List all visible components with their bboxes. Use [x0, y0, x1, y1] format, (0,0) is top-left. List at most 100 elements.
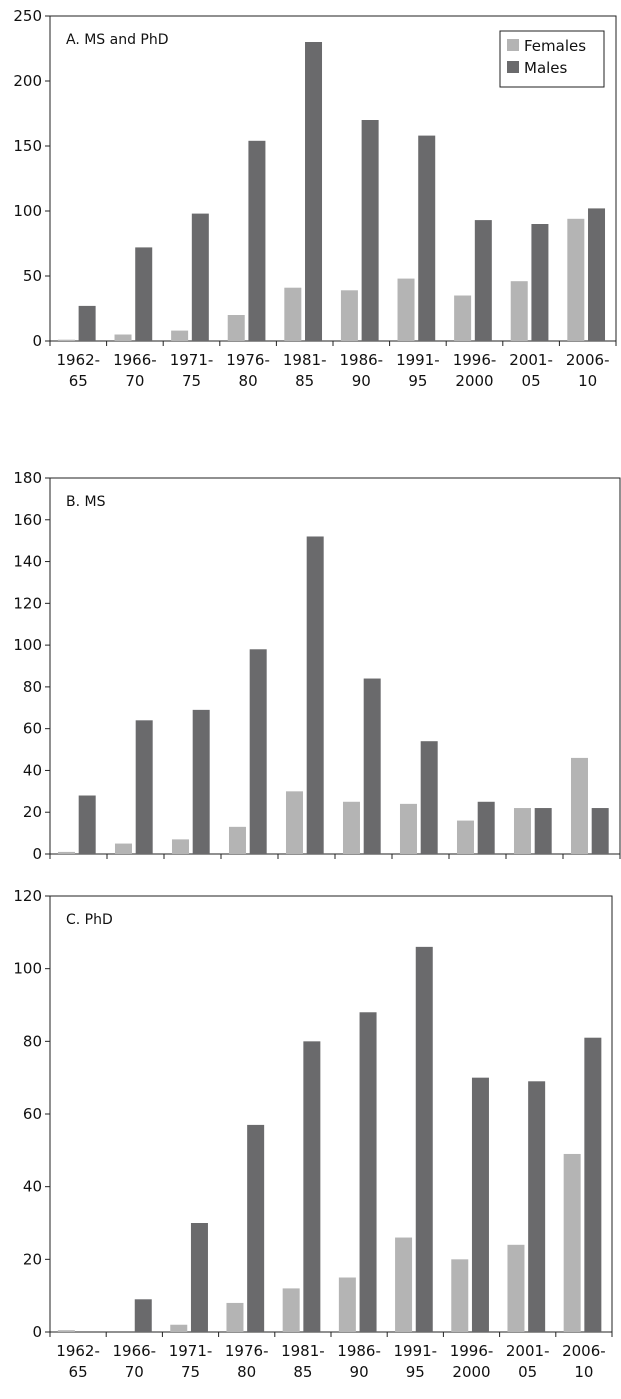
bar-females-10: [563, 1153, 581, 1332]
bar-males-5: [305, 42, 323, 341]
bar-females-4: [228, 826, 246, 854]
y-tick-label: 0: [32, 1323, 42, 1341]
x-category-label: 10: [578, 372, 597, 390]
legend-label-females: Females: [524, 37, 586, 55]
bar-females-1: [57, 339, 75, 341]
bar-males-2: [135, 720, 153, 854]
bar-females-6: [338, 1277, 356, 1332]
x-category-label: 1976-: [225, 1342, 269, 1360]
bar-females-6: [342, 801, 360, 854]
bar-females-5: [285, 791, 303, 854]
bar-males-4: [248, 140, 266, 341]
legend: Females Males: [499, 30, 605, 88]
panel-title: C. PhD: [66, 912, 113, 928]
x-category-label: 1966-: [113, 1342, 157, 1360]
bar-females-9: [513, 808, 531, 854]
x-category-label: 1981-: [283, 351, 327, 369]
bar-males-9: [531, 224, 549, 341]
x-category-label: 1971-: [170, 351, 214, 369]
y-tick-label: 20: [23, 803, 42, 821]
x-category-label: 1976-: [226, 351, 270, 369]
x-category-label: 65: [69, 372, 88, 390]
y-tick-label: 0: [32, 845, 42, 863]
bar-females-2: [114, 843, 132, 854]
chart-panel-1: 0501001502002501962-651966-701971-751976…: [13, 7, 617, 390]
bar-males-4: [247, 1124, 265, 1332]
bar-females-10: [570, 757, 588, 854]
x-category-label: 1981-: [281, 1342, 325, 1360]
y-tick-label: 180: [13, 469, 42, 487]
x-category-label: 1986-: [340, 351, 384, 369]
bar-males-9: [534, 808, 552, 854]
x-category-label: 1966-: [113, 351, 157, 369]
y-tick-label: 250: [13, 7, 42, 25]
x-category-label: 75: [181, 1363, 200, 1381]
x-category-label: 2000: [455, 372, 493, 390]
bar-males-2: [134, 1299, 152, 1332]
x-category-label: 1971-: [169, 1342, 213, 1360]
chart-panel-2: 0 20 40 60 80 100 120 140 160 180 B. MS: [13, 469, 621, 863]
x-category-label: 95: [406, 1363, 425, 1381]
bar-males-10: [591, 808, 609, 854]
x-category-label: 1962-: [56, 1342, 100, 1360]
bar-males-3: [190, 1223, 208, 1332]
x-category-label: 85: [295, 372, 314, 390]
x-category-label: 05: [518, 1363, 537, 1381]
bar-males-1: [78, 795, 96, 854]
y-tick-label: 80: [23, 678, 42, 696]
bar-males-8: [471, 1077, 489, 1332]
bar-females-9: [510, 281, 528, 341]
bar-females-10: [567, 218, 585, 341]
bar-females-7: [397, 278, 415, 341]
bar-males-8: [477, 801, 495, 854]
x-category-label: 1986-: [337, 1342, 381, 1360]
y-tick-label: 50: [23, 267, 42, 285]
bar-females-3: [170, 1324, 188, 1332]
bar-males-8: [474, 220, 492, 341]
bar-females-4: [226, 1302, 244, 1332]
bar-males-10: [584, 1037, 602, 1332]
bar-females-2: [114, 334, 132, 341]
x-category-label: 1962-: [57, 351, 101, 369]
bar-males-3: [191, 213, 209, 341]
bar-females-3: [171, 839, 189, 854]
y-tick-label: 120: [13, 887, 42, 905]
bar-females-8: [454, 295, 472, 341]
bar-females-1: [57, 851, 75, 854]
bar-females-8: [456, 820, 474, 854]
x-category-label: 70: [125, 372, 144, 390]
legend-swatch-females: [507, 39, 519, 51]
bar-males-3: [192, 709, 210, 854]
x-category-label: 75: [182, 372, 201, 390]
x-category-label: 85: [293, 1363, 312, 1381]
x-category-label: 90: [352, 372, 371, 390]
y-tick-label: 80: [23, 1032, 42, 1050]
x-category-label: 2001-: [506, 1342, 550, 1360]
y-tick-label: 140: [13, 553, 42, 571]
legend-box: [499, 30, 605, 88]
panel-title: B. MS: [66, 494, 106, 510]
x-category-label: 65: [69, 1363, 88, 1381]
y-tick-label: 120: [13, 594, 42, 612]
panel-title: A. MS and PhD: [66, 32, 169, 48]
bar-males-7: [420, 741, 438, 854]
x-category-label: 2006-: [562, 1342, 606, 1360]
bar-males-9: [528, 1081, 546, 1332]
bar-females-4: [227, 315, 245, 341]
x-category-label: 70: [125, 1363, 144, 1381]
y-tick-label: 100: [13, 960, 42, 978]
bar-females-1: [57, 1330, 75, 1332]
legend-swatch-males: [507, 61, 519, 73]
y-tick-label: 60: [23, 720, 42, 738]
x-category-label: 1991-: [396, 351, 440, 369]
x-category-label: 80: [237, 1363, 256, 1381]
bar-males-4: [249, 649, 267, 854]
x-category-label: 2001-: [509, 351, 553, 369]
y-tick-label: 60: [23, 1105, 42, 1123]
bar-males-6: [361, 120, 379, 341]
x-category-label: 90: [350, 1363, 369, 1381]
bar-males-6: [363, 678, 381, 854]
x-category-label: 80: [239, 372, 258, 390]
bar-males-5: [306, 536, 324, 854]
